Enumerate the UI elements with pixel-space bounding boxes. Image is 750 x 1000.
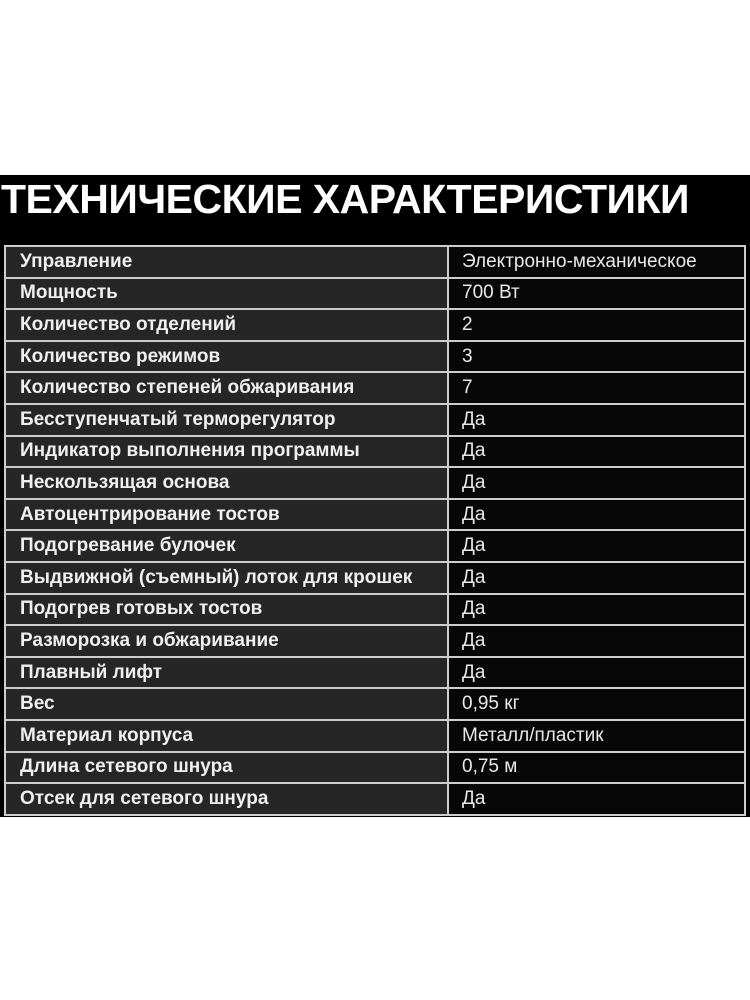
spec-value: 0,75 м	[447, 750, 746, 785]
table-row: Длина сетевого шнура 0,75 м	[4, 750, 746, 785]
spec-value: 3	[447, 339, 746, 374]
table-row: Автоцентрирование тостов Да	[4, 497, 746, 532]
spec-value: 7	[447, 371, 746, 405]
table-row: Количество степеней обжаривания 7	[4, 371, 746, 405]
table-row: Нескользящая основа Да	[4, 466, 746, 500]
spec-label: Мощность	[4, 276, 449, 311]
table-row: Подогревание булочек Да	[4, 529, 746, 563]
spec-value: Да	[447, 592, 746, 627]
table-row: Подогрев готовых тостов Да	[4, 592, 746, 627]
table-row: Управление Электронно-механическое	[4, 245, 746, 279]
spec-value: Да	[447, 560, 746, 595]
table-row: Количество режимов 3	[4, 339, 746, 374]
table-row: Выдвижной (съемный) лоток для крошек Да	[4, 560, 746, 595]
spec-section: ТЕХНИЧЕСКИЕ ХАРАКТЕРИСТИКИ Управление Эле…	[0, 175, 750, 817]
table-row: Бесступенчатый терморегулятор Да	[4, 402, 746, 437]
table-row: Отсек для сетевого шнура Да	[4, 782, 746, 816]
table-row: Вес 0,95 кг	[4, 687, 746, 721]
spec-value: Да	[447, 782, 746, 816]
spec-label: Отсек для сетевого шнура	[4, 782, 449, 816]
specs-table: Управление Электронно-механическое Мощност…	[4, 245, 746, 816]
spec-value: 700 Вт	[447, 276, 746, 311]
spec-value: Да	[447, 624, 746, 658]
spec-value: Да	[447, 497, 746, 532]
table-row: Разморозка и обжаривание Да	[4, 624, 746, 658]
spec-value: Металл/пластик	[447, 718, 746, 753]
spec-value: Да	[447, 655, 746, 690]
spec-label: Индикатор выполнения программы	[4, 434, 449, 469]
spec-label: Вес	[4, 687, 449, 721]
table-row: Индикатор выполнения программы Да	[4, 434, 746, 469]
spec-label: Плавный лифт	[4, 655, 449, 690]
table-row: Плавный лифт Да	[4, 655, 746, 690]
spec-label: Количество степеней обжаривания	[4, 371, 449, 405]
title-bar: ТЕХНИЧЕСКИЕ ХАРАКТЕРИСТИКИ	[0, 175, 750, 245]
spec-value: Электронно-механическое	[447, 245, 746, 279]
spec-label: Длина сетевого шнура	[4, 750, 449, 785]
spec-label: Управление	[4, 245, 449, 279]
spec-value: 0,95 кг	[447, 687, 746, 721]
spec-value: 2	[447, 308, 746, 342]
spec-label: Подогрев готовых тостов	[4, 592, 449, 627]
spec-label: Количество отделений	[4, 308, 449, 342]
section-title: ТЕХНИЧЕСКИЕ ХАРАКТЕРИСТИКИ	[1, 176, 689, 222]
spec-value: Да	[447, 434, 746, 469]
table-row: Мощность 700 Вт	[4, 276, 746, 311]
spec-label: Автоцентрирование тостов	[4, 497, 449, 532]
spec-value: Да	[447, 466, 746, 500]
spec-label: Разморозка и обжаривание	[4, 624, 449, 658]
table-row: Количество отделений 2	[4, 308, 746, 342]
specs-table-body: Управление Электронно-механическое Мощност…	[4, 245, 746, 816]
spec-label: Материал корпуса	[4, 718, 449, 753]
table-row: Материал корпуса Металл/пластик	[4, 718, 746, 753]
spec-value: Да	[447, 402, 746, 437]
spec-label: Выдвижной (съемный) лоток для крошек	[4, 560, 449, 595]
spec-label: Подогревание булочек	[4, 529, 449, 563]
spec-label: Бесступенчатый терморегулятор	[4, 402, 449, 437]
spec-label: Нескользящая основа	[4, 466, 449, 500]
spec-value: Да	[447, 529, 746, 563]
spec-label: Количество режимов	[4, 339, 449, 374]
